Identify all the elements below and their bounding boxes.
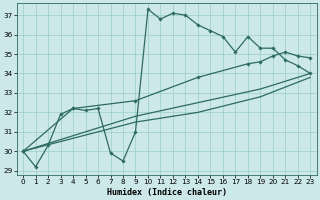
X-axis label: Humidex (Indice chaleur): Humidex (Indice chaleur) [107, 188, 227, 197]
